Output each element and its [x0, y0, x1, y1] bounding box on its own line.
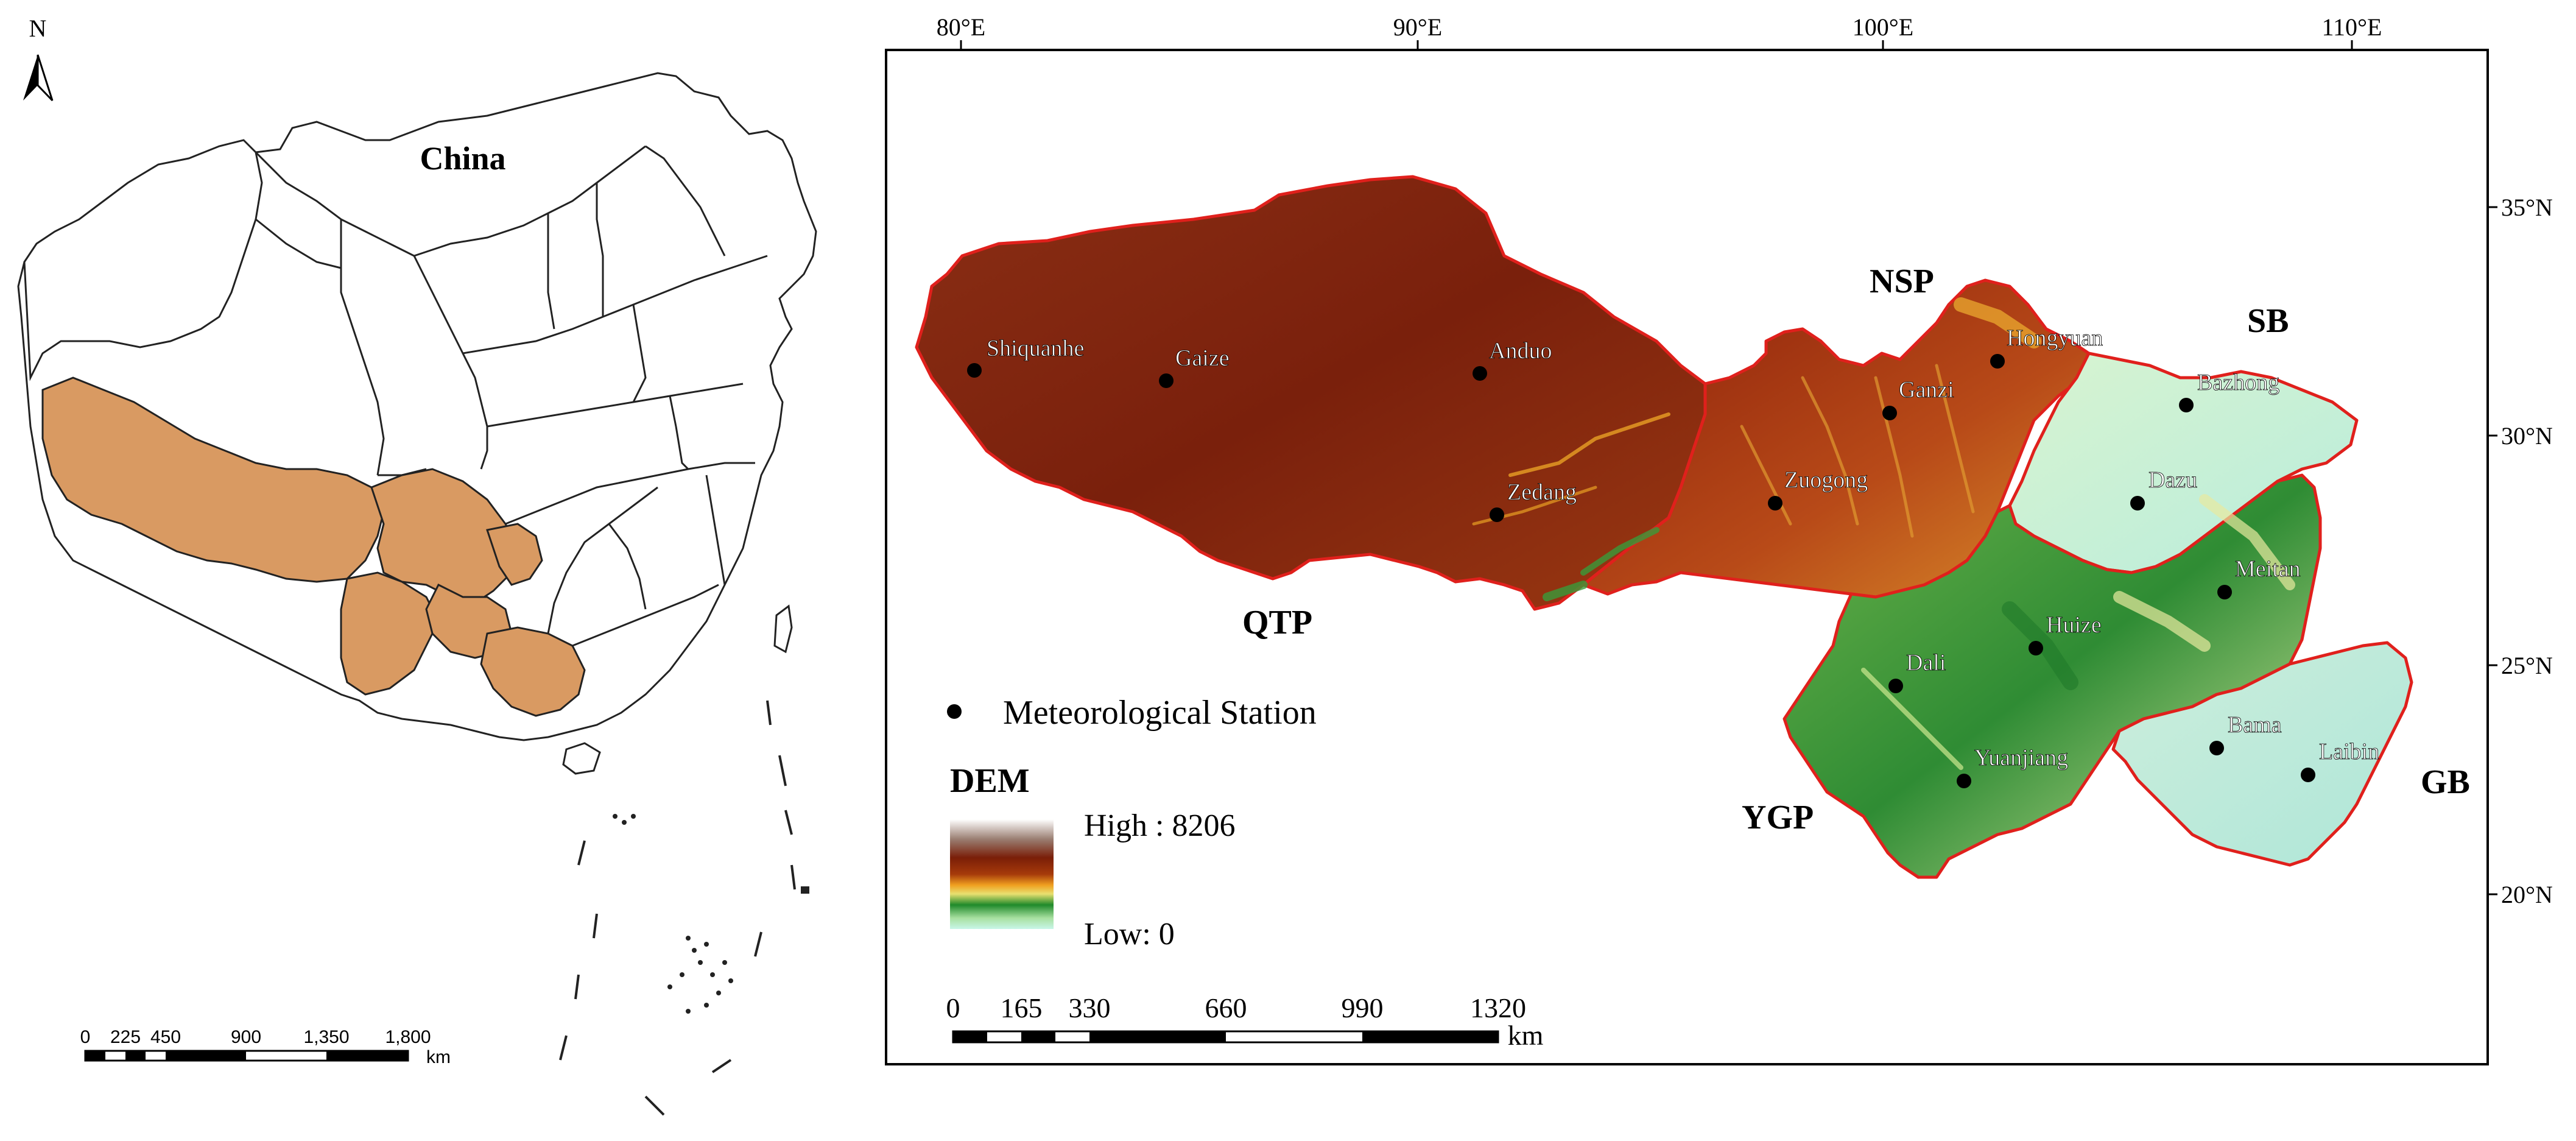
- longitude-label: 110°E: [2322, 13, 2382, 41]
- province-boundaries: [255, 145, 768, 647]
- right-scale-tick: 0: [946, 992, 960, 1023]
- latitude-label: 25°N: [2501, 652, 2553, 679]
- longitude-label: 90°E: [1393, 13, 1442, 41]
- legend-low-label: Low: 0: [1084, 917, 1175, 952]
- left-scale-ticks: 0 225 450 900 1,350 1,800 km: [80, 1027, 451, 1067]
- right-scale-tick: 165: [1001, 992, 1043, 1023]
- region-gb: [2111, 641, 2413, 867]
- left-scale-tick: 1,800: [385, 1027, 431, 1047]
- station-dot: [1768, 496, 1782, 510]
- station-label: Huize: [2046, 612, 2102, 638]
- latitude-label: 35°N: [2501, 194, 2553, 221]
- region-label-nsp: NSP: [1870, 263, 1934, 300]
- region-label-gb: GB: [2421, 763, 2470, 801]
- station-label: Laibin: [2319, 739, 2379, 765]
- station-dot: [1990, 354, 2005, 369]
- region-label-ygp: YGP: [1742, 799, 1814, 836]
- station-label: Meitan: [2235, 556, 2301, 582]
- station-label: Bazhong: [2197, 370, 2279, 395]
- region-label-qtp: QTP: [1242, 604, 1312, 641]
- station-dot: [2029, 641, 2043, 655]
- station-dot: [2209, 741, 2224, 755]
- station-label: Dazu: [2148, 467, 2197, 493]
- legend-dem-title: DEM: [950, 762, 1030, 800]
- station-label: Gaize: [1175, 345, 1230, 371]
- station-labels: Shiquanhe Gaize Anduo Zedang Zuogong Gan…: [987, 325, 2380, 771]
- latitude-label: 20°N: [2501, 881, 2553, 908]
- north-arrow-icon: [23, 54, 54, 102]
- right-scale-ticks: 0 165 330 660 990 1320 km: [946, 992, 1544, 1051]
- right-scale-tick: 990: [1342, 992, 1384, 1023]
- taiwan-island: [773, 604, 793, 654]
- latitude-label: 30°N: [2501, 422, 2553, 450]
- study-area-map: 80°E 90°E 100°E 110°E 35°N 30°N 25°N 20°…: [885, 13, 2553, 1065]
- north-label: N: [29, 15, 47, 42]
- china-overview-map: N: [17, 15, 817, 1116]
- left-scale-tick: 900: [231, 1027, 261, 1047]
- graticule-ticks: [960, 40, 2497, 895]
- station-label: Zedang: [1507, 479, 1577, 505]
- map-legend: Meteorological Station DEM High : 8206 L…: [947, 694, 1317, 952]
- hainan-island: [562, 742, 601, 775]
- station-dot: [1490, 507, 1504, 522]
- legend-high-label: High : 8206: [1084, 808, 1235, 843]
- right-scale-tick: 660: [1205, 992, 1247, 1023]
- region-qtp: [915, 175, 1707, 611]
- station-dot: [1159, 373, 1174, 388]
- region-labels: QTP NSP SB YGP GB: [1242, 263, 2470, 836]
- station-dot: [1888, 679, 1903, 693]
- legend-station-label: Meteorological Station: [1003, 694, 1317, 732]
- left-scale-bar: [84, 1050, 409, 1062]
- station-dot: [1957, 774, 1971, 788]
- right-scale-tick: 1320: [1470, 992, 1526, 1023]
- station-label: Dali: [1906, 650, 1946, 676]
- station-label: Ganzi: [1899, 377, 1954, 403]
- left-scale-unit: km: [426, 1047, 451, 1067]
- left-scale-tick: 450: [150, 1027, 181, 1047]
- station-label: Anduo: [1489, 338, 1552, 364]
- station-markers: [967, 354, 2315, 788]
- legend-station-symbol: [947, 704, 962, 719]
- station-dot: [2301, 768, 2315, 782]
- station-label: Shiquanhe: [987, 336, 1084, 361]
- longitude-label: 80°E: [937, 13, 985, 41]
- station-dot: [1882, 406, 1897, 420]
- country-label: China: [420, 140, 505, 177]
- island-dots: [613, 814, 809, 1014]
- left-scale-tick: 1,350: [303, 1027, 349, 1047]
- region-nsp: [1582, 278, 2091, 599]
- station-dot: [2217, 585, 2232, 599]
- latitude-labels: 35°N 30°N 25°N 20°N: [2501, 194, 2553, 908]
- longitude-label: 100°E: [1853, 13, 1913, 41]
- station-label: Zuogong: [1784, 467, 1868, 493]
- left-scale-tick: 225: [110, 1027, 141, 1047]
- station-label: Bama: [2228, 712, 2282, 738]
- station-label: Yuanjiang: [1974, 745, 2068, 771]
- station-dot: [2130, 496, 2145, 510]
- station-dot: [1473, 366, 1487, 381]
- left-scale-tick: 0: [80, 1027, 91, 1047]
- south-china-sea-dashes: [559, 700, 796, 1116]
- dem-color-ramp: [950, 819, 1054, 929]
- longitude-labels: 80°E 90°E 100°E 110°E: [937, 13, 2382, 41]
- station-label: Hongyuan: [2007, 325, 2103, 351]
- right-scale-bar: [952, 1030, 1499, 1044]
- station-dot: [967, 363, 982, 378]
- study-area-highlight: [41, 376, 586, 717]
- region-label-sb: SB: [2247, 302, 2289, 340]
- right-scale-tick: 330: [1069, 992, 1111, 1023]
- station-dot: [2179, 398, 2194, 412]
- regions: [915, 175, 2413, 879]
- right-scale-unit: km: [1508, 1020, 1544, 1051]
